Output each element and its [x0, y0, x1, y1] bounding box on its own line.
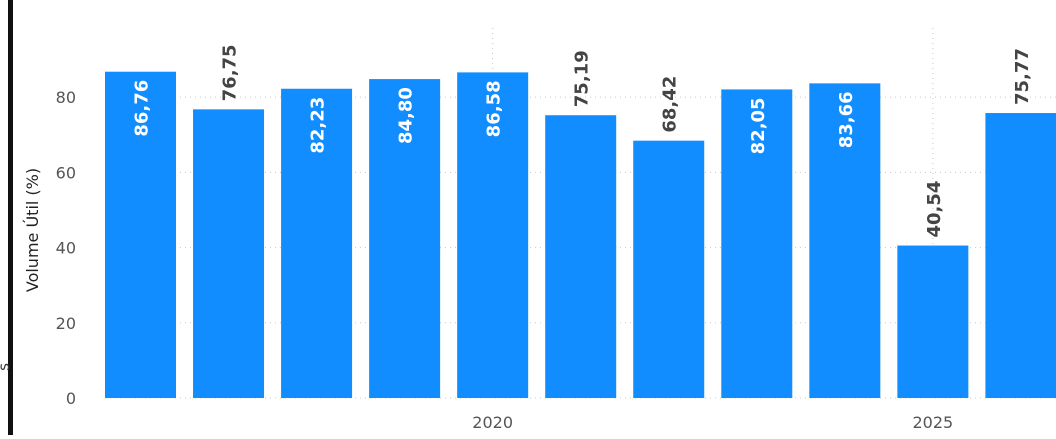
- bar: [809, 83, 881, 398]
- bar: [897, 245, 969, 398]
- x-tick-label: 2020: [472, 413, 513, 432]
- x-tick-label: 2025: [913, 413, 954, 432]
- clipped-edge-text: s: [0, 363, 13, 371]
- x-axis-ticks: 2020 2025: [472, 413, 953, 432]
- data-label: 83,66: [836, 91, 857, 148]
- data-label: 84,80: [396, 87, 417, 144]
- bar: [105, 71, 176, 398]
- bar: [281, 88, 353, 398]
- bar: [545, 115, 617, 398]
- data-label: 86,76: [132, 80, 153, 137]
- bar: [633, 140, 705, 398]
- bar: [721, 89, 793, 398]
- data-label: 82,23: [308, 97, 329, 154]
- bar: [985, 113, 1056, 398]
- bar: [457, 72, 529, 398]
- y-axis-ticks: 0 20 40 60 80: [56, 88, 76, 408]
- left-panel-border: [8, 0, 13, 435]
- data-label: 75,19: [572, 50, 593, 107]
- bar: [193, 109, 265, 398]
- data-label: 68,42: [660, 76, 681, 133]
- y-tick-label: 60: [56, 163, 76, 182]
- data-label: 76,75: [220, 44, 241, 101]
- y-axis-label: Volume Útil (%): [23, 168, 42, 292]
- y-tick-label: 80: [56, 88, 76, 107]
- y-tick-label: 0: [66, 389, 76, 408]
- bar: [369, 79, 441, 399]
- data-label: 82,05: [748, 97, 769, 154]
- data-labels: 86,76 76,75 82,23 84,80 86,58 75,19 68,42 82,05…: [132, 44, 1033, 237]
- data-label: 86,58: [484, 80, 505, 137]
- data-label: 75,77: [1012, 48, 1033, 105]
- data-label: 40,54: [924, 181, 945, 238]
- y-tick-label: 20: [56, 314, 76, 333]
- y-tick-label: 40: [56, 239, 76, 258]
- bars: [105, 71, 1056, 399]
